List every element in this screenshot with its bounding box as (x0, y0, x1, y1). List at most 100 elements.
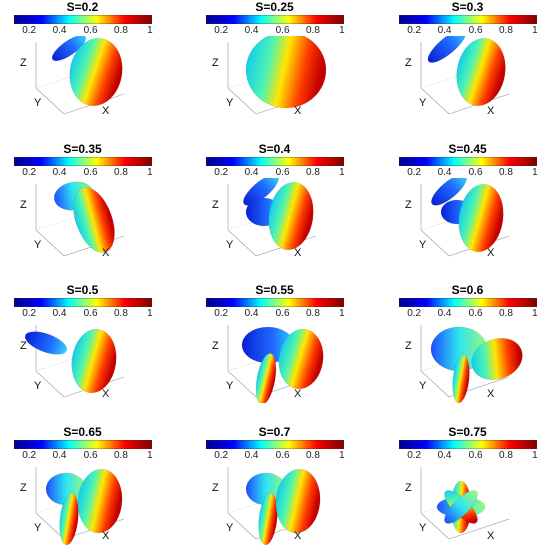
axis-label-x: X (102, 530, 110, 542)
radiation-pattern-plot: Z Y X (212, 178, 317, 259)
radiation-pattern-plot: Z Y X (20, 467, 125, 545)
radiation-pattern-plot: Z Y X (405, 467, 510, 542)
axis-label-y: Y (34, 380, 42, 392)
axis-label-y: Y (419, 97, 427, 109)
subplot-title: S=0.6 (451, 283, 484, 297)
colorbar-ticks: 0.2 0.4 0.6 0.8 1 (14, 450, 152, 462)
colorbar-tick-label: 0.2 (214, 25, 229, 36)
colorbar-ticks: 0.2 0.4 0.6 0.8 1 (399, 308, 537, 320)
colorbar-tick-label: 0.8 (498, 308, 513, 319)
colorbar-tick-label: 0.8 (305, 167, 320, 178)
pattern-lobe (77, 468, 123, 534)
colorbar-tick-label: 0.6 (468, 450, 483, 461)
axis-label-x: X (487, 247, 495, 259)
pattern-lobe-minor (427, 36, 467, 63)
axis-label-y: Y (226, 522, 234, 534)
colorbar-tick-label: 0.2 (407, 167, 422, 178)
axis-label-z: Z (20, 199, 27, 211)
colorbar-tick-label: 0.4 (52, 308, 67, 319)
subplot-s-0.4: S=0.4 0.2 0.4 0.6 0.8 1 Z Y X (192, 142, 357, 262)
colorbar-tick-label: 0.4 (244, 450, 259, 461)
axis-label-x: X (487, 388, 495, 400)
radiation-pattern-plot: Z Y X (212, 467, 321, 545)
axis-label-z: Z (405, 199, 412, 211)
colorbar-ticks: 0.2 0.4 0.6 0.8 1 (399, 450, 537, 462)
axis-label-z: Z (212, 57, 219, 69)
axis-label-z: Z (405, 482, 412, 494)
radiation-pattern-plot: Z Y X (20, 325, 125, 400)
axis-label-x: X (102, 247, 110, 259)
colorbar-tick-label: 0.2 (22, 308, 37, 319)
colorbar-tick-label: 0.6 (83, 167, 98, 178)
colorbar-tick-label: 0.4 (244, 167, 259, 178)
pattern-lobe (278, 328, 324, 390)
colorbar-ticks: 0.2 0.4 0.6 0.8 1 (399, 25, 537, 37)
subplot-s-0.35: S=0.35 0.2 0.4 0.6 0.8 1 Z Y X (0, 142, 165, 262)
subplot-s-0.7: S=0.7 0.2 0.4 0.6 0.8 1 Z Y X (192, 425, 357, 545)
colorbar-tick-label: 0.2 (22, 25, 37, 36)
axis-label-z: Z (20, 340, 27, 352)
colorbar-tick-label: 0.6 (468, 308, 483, 319)
radiation-pattern-plot: Z Y X (20, 181, 125, 259)
colorbar-tick-label: 0.8 (113, 167, 128, 178)
colorbar-tick-label: 0.2 (214, 167, 229, 178)
pattern-lobe-minor (24, 331, 68, 355)
colorbar-tick-label: 1 (147, 308, 153, 319)
colorbar-tick-label: 0.2 (407, 25, 422, 36)
axes-box (420, 467, 510, 540)
colorbar (206, 157, 344, 166)
axis-label-x: X (102, 388, 110, 400)
colorbar (399, 440, 537, 449)
colorbar-ticks: 0.2 0.4 0.6 0.8 1 (14, 25, 152, 37)
axis-label-z: Z (405, 57, 412, 69)
colorbar-tick-label: 0.4 (52, 167, 67, 178)
pattern-lobe (59, 492, 79, 545)
colorbar-tick-label: 0.2 (407, 308, 422, 319)
colorbar (399, 298, 537, 307)
axis-label-y: Y (419, 380, 427, 392)
axis-label-y: Y (34, 97, 42, 109)
subplot-title: S=0.75 (448, 425, 487, 439)
subplot-s-0.55: S=0.55 0.2 0.4 0.6 0.8 1 Z Y X (192, 283, 357, 403)
axis-label-z: Z (212, 340, 219, 352)
axis-label-x: X (487, 530, 495, 542)
axis-label-x: X (102, 105, 110, 117)
colorbar (206, 440, 344, 449)
colorbar-tick-label: 0.2 (22, 450, 37, 461)
axis-label-x: X (294, 388, 302, 400)
subplot-s-0.2: S=0.2 0.2 0.4 0.6 0.8 1 Z Y X (0, 0, 165, 120)
pattern-lobe (245, 36, 327, 109)
subplot-title: S=0.35 (63, 142, 102, 156)
subplot-s-0.65: S=0.65 0.2 0.4 0.6 0.8 1 Z Y X (0, 425, 165, 545)
axis-label-z: Z (212, 482, 219, 494)
pattern-lobe (258, 492, 278, 545)
colorbar-tick-label: 0.2 (22, 167, 37, 178)
pattern-lobe (69, 37, 123, 107)
colorbar-tick-label: 0.2 (214, 450, 229, 461)
colorbar-tick-label: 0.4 (52, 450, 67, 461)
subplot-s-0.75: S=0.75 0.2 0.4 0.6 0.8 1 Z Y X (385, 425, 550, 545)
colorbar-ticks: 0.2 0.4 0.6 0.8 1 (399, 167, 537, 179)
axis-label-x: X (487, 105, 495, 117)
pattern-lobe (275, 468, 321, 534)
subplot-title: S=0.2 (66, 0, 99, 14)
colorbar-tick-label: 0.4 (52, 25, 67, 36)
radiation-pattern-plot: Z Y X (405, 178, 510, 259)
colorbar-tick-label: 0.8 (498, 25, 513, 36)
colorbar-tick-label: 0.6 (275, 450, 290, 461)
axis-label-y: Y (419, 522, 427, 534)
subplot-title: S=0.3 (451, 0, 484, 14)
axis-label-z: Z (212, 199, 219, 211)
subplot-title: S=0.55 (255, 283, 294, 297)
pattern-lobe (268, 181, 314, 251)
colorbar-tick-label: 0.4 (437, 167, 452, 178)
subplot-title: S=0.65 (63, 425, 102, 439)
colorbar-tick-label: 0.4 (437, 308, 452, 319)
colorbar-tick-label: 1 (532, 308, 538, 319)
colorbar-tick-label: 1 (339, 308, 345, 319)
colorbar-tick-label: 0.8 (305, 450, 320, 461)
axis-label-y: Y (34, 522, 42, 534)
colorbar-tick-label: 0.6 (468, 167, 483, 178)
colorbar-tick-label: 1 (147, 450, 153, 461)
